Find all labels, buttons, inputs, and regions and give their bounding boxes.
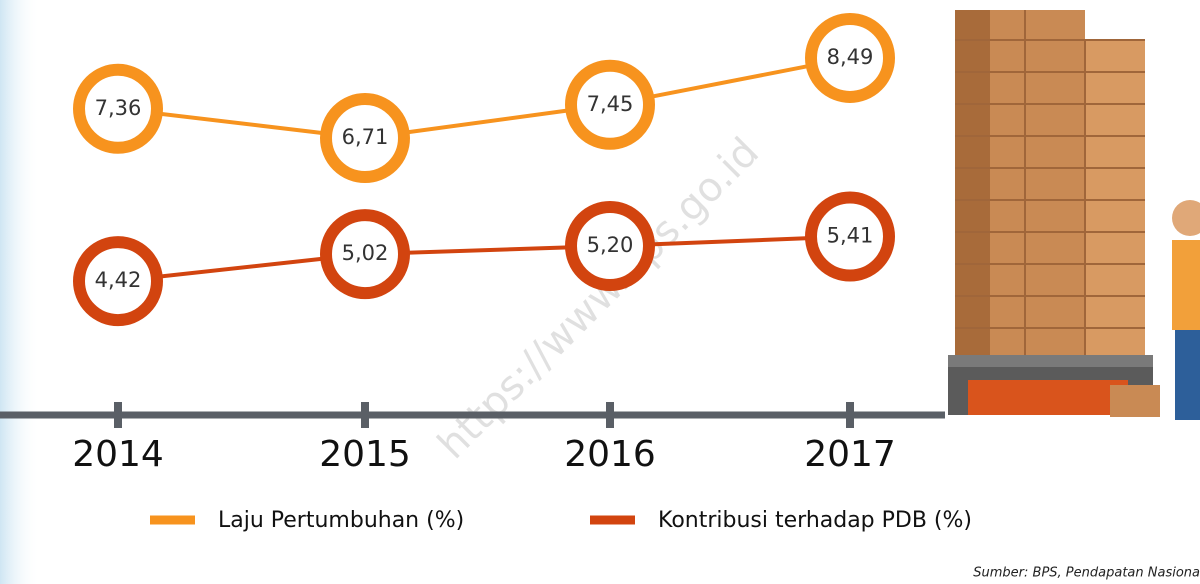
data-label: 7,45: [587, 92, 634, 116]
data-point: [73, 63, 163, 154]
series-line: [117, 234, 851, 284]
source-note: Sumber: BPS, Pendapatan Nasiona: [973, 566, 1200, 581]
data-label: 6,71: [342, 125, 389, 149]
x-tick-label: 2017: [804, 434, 896, 475]
data-label: 5,20: [587, 233, 634, 257]
data-point: [73, 236, 163, 327]
x-tick: [114, 402, 122, 428]
data-label: 7,36: [95, 96, 142, 120]
data-point: [565, 59, 655, 150]
data-label: 8,49: [827, 45, 874, 69]
x-tick-label: 2015: [319, 434, 411, 475]
data-point: [320, 209, 410, 300]
background-edge: [0, 0, 40, 584]
data-point: [805, 191, 895, 282]
data-point: [805, 12, 895, 103]
illustration: [948, 10, 1200, 420]
data-label: 5,02: [342, 241, 389, 265]
data-point: [565, 201, 655, 291]
x-tick-label: 2016: [564, 434, 656, 475]
series-line: [117, 55, 851, 141]
data-label: 4,42: [95, 268, 142, 292]
x-tick-label: 2014: [72, 434, 164, 475]
data-label: 5,41: [827, 224, 874, 248]
legend-label: Laju Pertumbuhan (%): [218, 508, 464, 533]
x-tick: [606, 402, 614, 428]
data-point: [320, 93, 410, 184]
x-tick: [361, 402, 369, 428]
x-tick: [846, 402, 854, 428]
legend-label: Kontribusi terhadap PDB (%): [658, 508, 972, 533]
